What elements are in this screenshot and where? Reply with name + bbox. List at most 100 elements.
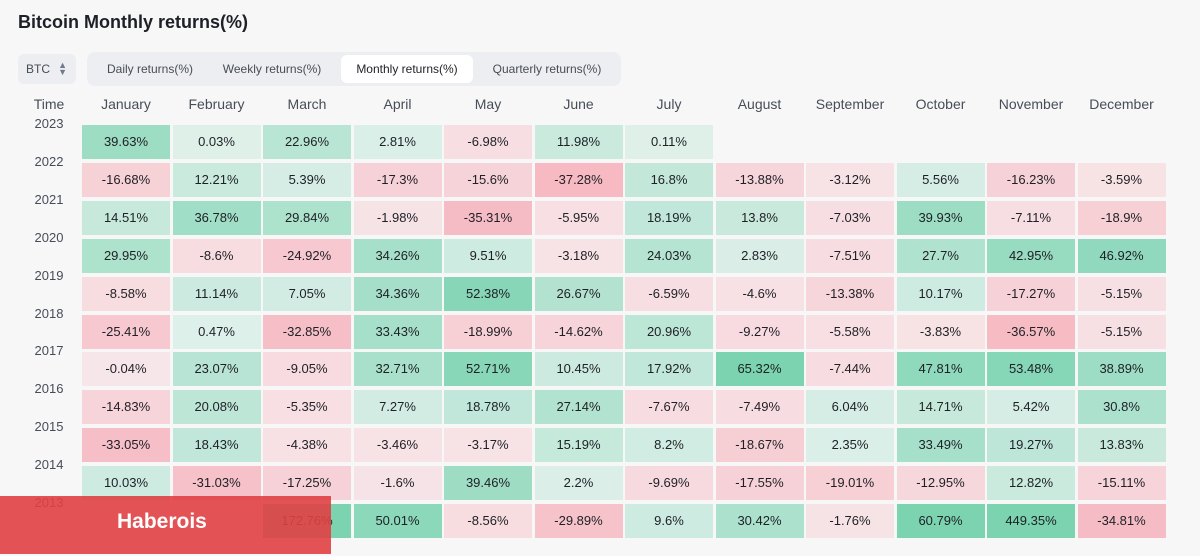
- year-label: 2023: [34, 116, 64, 131]
- column-header-december: December: [1089, 96, 1154, 112]
- heatmap-cell: 53.48%: [987, 352, 1075, 387]
- tab-weekly-returns[interactable]: Weekly returns(%): [222, 62, 322, 76]
- heatmap-cell: -14.83%: [82, 390, 170, 425]
- heatmap-cell: -9.05%: [263, 352, 351, 387]
- heatmap-cell: -4.6%: [715, 276, 804, 311]
- heatmap-cell: -17.3%: [353, 162, 442, 197]
- heatmap-cell: 34.26%: [353, 238, 442, 273]
- asset-select[interactable]: BTC ▲ ▼: [18, 54, 76, 84]
- heatmap-cell: -32.85%: [263, 314, 351, 349]
- heatmap-cell: 5.42%: [987, 390, 1075, 425]
- heatmap-cell: -7.03%: [806, 200, 894, 235]
- heatmap-cell: 11.14%: [172, 276, 261, 311]
- heatmap-cell: -7.44%: [806, 352, 894, 387]
- heatmap-cell: -7.49%: [715, 390, 804, 425]
- heatmap-cell: -15.6%: [444, 162, 532, 197]
- heatmap-cell: -17.25%: [263, 466, 351, 501]
- heatmap-cell: -25.41%: [82, 314, 170, 349]
- heatmap-cell: -8.58%: [82, 276, 170, 311]
- heatmap-cell: -9.27%: [715, 314, 804, 349]
- heatmap-cell: -5.58%: [806, 314, 894, 349]
- heatmap-cell: 30.8%: [1077, 390, 1166, 425]
- tab-quarterly-returns[interactable]: Quarterly returns(%): [492, 62, 602, 76]
- year-label: 2017: [34, 343, 64, 359]
- heatmap-cell: 15.19%: [534, 428, 623, 463]
- heatmap-cell: 11.98%: [534, 125, 623, 159]
- heatmap-cell: 2.35%: [806, 428, 894, 463]
- heatmap-cell: 2.81%: [353, 125, 442, 159]
- heatmap-cell: 6.04%: [806, 390, 894, 425]
- heatmap-cell: -3.59%: [1077, 162, 1166, 197]
- heatmap-cell: 9.51%: [444, 238, 532, 273]
- heatmap-cell: 27.7%: [896, 238, 985, 273]
- heatmap-cell: 29.95%: [82, 238, 170, 273]
- heatmap-cell: -12.95%: [896, 466, 985, 501]
- year-label: 2015: [34, 419, 64, 435]
- heatmap-cell: 39.46%: [444, 466, 532, 501]
- watermark-banner: Haberois: [0, 496, 331, 554]
- heatmap-cell: 52.71%: [444, 352, 532, 387]
- year-label: 2020: [34, 229, 64, 245]
- heatmap-cell: -1.76%: [806, 504, 894, 538]
- heatmap-cell: -5.95%: [534, 200, 623, 235]
- heatmap-cell: 0.03%: [172, 125, 261, 159]
- heatmap-cell: -18.67%: [715, 428, 804, 463]
- column-header-june: June: [563, 96, 594, 112]
- heatmap-cell: 33.49%: [896, 428, 985, 463]
- heatmap-cell: 0.11%: [625, 125, 713, 159]
- heatmap-cell: 10.17%: [896, 276, 985, 311]
- heatmap-cell: -16.23%: [987, 162, 1075, 197]
- heatmap-cell: -3.46%: [353, 428, 442, 463]
- heatmap-cell: 20.96%: [625, 314, 713, 349]
- heatmap-cell: 24.03%: [625, 238, 713, 273]
- heatmap-cell: 23.07%: [172, 352, 261, 387]
- column-header-november: November: [998, 96, 1064, 112]
- heatmap-cell: 13.83%: [1077, 428, 1166, 463]
- year-label: 2018: [34, 305, 64, 321]
- heatmap-cell: -29.89%: [534, 504, 623, 538]
- heatmap-cell: -34.81%: [1077, 504, 1166, 538]
- heatmap-cell: 13.8%: [715, 200, 804, 235]
- heatmap-cell: 60.79%: [896, 504, 985, 538]
- heatmap-cell: -31.03%: [172, 466, 261, 501]
- heatmap-cell: 18.19%: [625, 200, 713, 235]
- heatmap-cell: 7.27%: [353, 390, 442, 425]
- heatmap-cell: -5.15%: [1077, 276, 1166, 311]
- year-label: 2016: [34, 381, 64, 397]
- heatmap-cell: 38.89%: [1077, 352, 1166, 387]
- heatmap-cell: -18.99%: [444, 314, 532, 349]
- heatmap-cell: 36.78%: [172, 200, 261, 235]
- tab-monthly-returns[interactable]: Monthly returns(%): [341, 55, 473, 83]
- heatmap-cell: 5.56%: [896, 162, 985, 197]
- heatmap-cell: 16.8%: [625, 162, 713, 197]
- year-label: 2022: [34, 153, 64, 169]
- heatmap-cell: 50.01%: [353, 504, 442, 538]
- heatmap-cell: 2.2%: [534, 466, 623, 501]
- heatmap-cell: -3.18%: [534, 238, 623, 273]
- heatmap-cell: 33.43%: [353, 314, 442, 349]
- heatmap-cell: 2.83%: [715, 238, 804, 273]
- heatmap-cell: 0.47%: [172, 314, 261, 349]
- heatmap-cell: -7.67%: [625, 390, 713, 425]
- heatmap-cell: -5.35%: [263, 390, 351, 425]
- heatmap-cell: -0.04%: [82, 352, 170, 387]
- heatmap-cell: -1.98%: [353, 200, 442, 235]
- column-header-march: March: [287, 96, 327, 112]
- heatmap-cell: -36.57%: [987, 314, 1075, 349]
- heatmap-cell: 5.39%: [263, 162, 351, 197]
- heatmap-cell: 26.67%: [534, 276, 623, 311]
- heatmap-cell: -18.9%: [1077, 200, 1166, 235]
- heatmap-cell: 47.81%: [896, 352, 985, 387]
- heatmap-cell: -33.05%: [82, 428, 170, 463]
- heatmap-cell: -13.88%: [715, 162, 804, 197]
- heatmap-cell: 42.95%: [987, 238, 1075, 273]
- heatmap-cell: -4.38%: [263, 428, 351, 463]
- heatmap-cell: 39.93%: [896, 200, 985, 235]
- tab-daily-returns[interactable]: Daily returns(%): [106, 62, 193, 76]
- heatmap-cell: -6.98%: [444, 125, 532, 159]
- column-header-october: October: [915, 96, 966, 112]
- heatmap-cell: 20.08%: [172, 390, 261, 425]
- asset-select-value: BTC: [26, 62, 50, 76]
- heatmap-cell: 8.2%: [625, 428, 713, 463]
- column-header-may: May: [474, 96, 502, 112]
